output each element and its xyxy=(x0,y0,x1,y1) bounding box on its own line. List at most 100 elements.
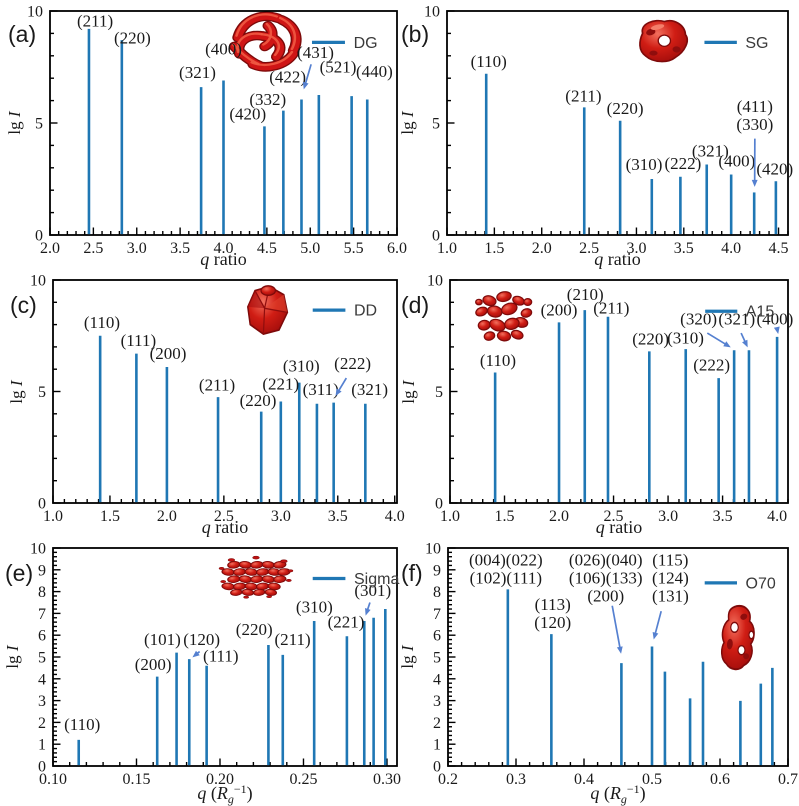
inset-shape xyxy=(243,595,249,599)
y-tick-label: 10 xyxy=(427,273,443,290)
structure-inset-dd xyxy=(247,285,289,336)
inset-shape xyxy=(266,595,272,599)
y-tick-label: 4 xyxy=(38,671,46,688)
panel-letter: (b) xyxy=(401,21,429,47)
peak-label: (332) xyxy=(249,90,286,109)
y-tick-label: 7 xyxy=(433,606,441,623)
x-tick-label: 4.5 xyxy=(769,240,789,257)
inset-shape xyxy=(743,653,750,660)
bars xyxy=(506,589,774,766)
bars xyxy=(98,335,367,503)
x-tick-label: 2.5 xyxy=(604,508,624,525)
peak-label: (400) xyxy=(757,310,794,329)
peak-label: (400) xyxy=(205,40,242,59)
peak-label: (124) xyxy=(652,568,689,587)
legend: Sigma xyxy=(312,571,399,588)
bars xyxy=(484,73,778,235)
annotation-arrowhead xyxy=(302,81,309,90)
inset-shape xyxy=(475,298,483,306)
x-tick-label: 4.0 xyxy=(721,240,741,257)
peak-label: (120) xyxy=(183,630,220,649)
peak-label: (110) xyxy=(64,715,100,734)
peak-label: (310) xyxy=(296,597,333,616)
structure-inset-a15 xyxy=(475,291,533,342)
inset-shape xyxy=(740,613,748,620)
peak-label: (200) xyxy=(135,655,172,674)
inset-shape xyxy=(475,306,488,317)
x-tick-label: 2.0 xyxy=(157,508,177,525)
structure-inset-dg xyxy=(228,11,302,72)
y-tick-label: 5 xyxy=(38,650,46,667)
x-tick-label: 2.5 xyxy=(579,240,599,257)
y-tick-label: 1 xyxy=(433,737,441,754)
legend-label: SG xyxy=(745,35,768,52)
peak-label: (221) xyxy=(328,613,365,632)
x-tick-label: 4.5 xyxy=(257,240,277,257)
y-tick-label: 2 xyxy=(433,715,441,732)
peak-label: (106)(133) xyxy=(569,568,643,587)
y-tick-label: 5 xyxy=(432,116,440,133)
inset-shape xyxy=(247,290,265,309)
inset-shape xyxy=(510,329,524,340)
x-tick-label: 0.6 xyxy=(710,771,730,788)
peak-label: (200) xyxy=(150,344,187,363)
x-tick-label: 3.0 xyxy=(271,508,291,525)
peak-label: (420) xyxy=(756,160,793,179)
y-axis-title: lg I xyxy=(5,110,24,134)
peak-label: (330) xyxy=(736,115,773,134)
x-tick-label: 1.5 xyxy=(495,508,515,525)
x-axis-title: q ratio xyxy=(200,249,247,269)
x-tick-label: 1.0 xyxy=(43,508,63,525)
y-tick-label: 7 xyxy=(38,606,46,623)
peak-label: (211) xyxy=(77,12,113,31)
x-tick-label: 2.5 xyxy=(83,240,103,257)
inset-shape xyxy=(218,566,225,570)
inset-shape xyxy=(496,291,512,303)
y-tick-label: 2 xyxy=(38,715,46,732)
y-axis-title: lg I xyxy=(399,379,418,403)
peak-label: (321) xyxy=(718,310,755,329)
annotation-arrowhead xyxy=(742,339,748,348)
y-tick-label: 0 xyxy=(435,496,443,513)
x-tick-label: 0.4 xyxy=(574,771,594,788)
legend: A15 xyxy=(705,304,774,321)
inset-shape xyxy=(672,46,681,53)
peak-label: (211) xyxy=(275,630,311,649)
x-tick-label: 6.0 xyxy=(387,240,407,257)
structure-inset-o70 xyxy=(721,604,755,671)
peak-label: (400) xyxy=(718,152,755,171)
inset-shape xyxy=(260,285,277,297)
inset-shape xyxy=(262,22,273,46)
x-tick-label: 3.5 xyxy=(170,240,190,257)
y-tick-label: 0 xyxy=(433,759,441,776)
legend-label: O70 xyxy=(746,575,776,592)
x-tick-label: 4.0 xyxy=(214,240,234,257)
y-tick-label: 10 xyxy=(425,541,441,558)
legend-label: DG xyxy=(354,35,378,52)
peak-label: (440) xyxy=(356,62,393,81)
peak-label: (200) xyxy=(541,301,578,320)
structure-inset-sg xyxy=(639,19,689,63)
peak-label: (320) xyxy=(680,310,717,329)
inset-shape xyxy=(220,580,226,584)
inset-shape xyxy=(500,302,518,316)
peak-label: (110) xyxy=(480,351,516,370)
peak-label: (220) xyxy=(236,620,273,639)
y-tick-label: 3 xyxy=(38,693,46,710)
inset-shape xyxy=(489,318,506,332)
y-tick-label: 5 xyxy=(35,116,43,133)
inset-shape xyxy=(278,16,297,51)
legend: DG xyxy=(311,35,378,52)
x-axis-title: q (Rg−1) xyxy=(590,782,645,806)
x-tick-label: 4.0 xyxy=(767,508,787,525)
inset-shape xyxy=(737,644,746,656)
peak-label: (221) xyxy=(262,374,299,393)
x-tick-label: 3.5 xyxy=(713,508,733,525)
annotation-arrowhead xyxy=(751,179,758,187)
legend-label: DD xyxy=(354,303,377,320)
y-tick-label: 0 xyxy=(38,759,46,776)
peak-label: (211) xyxy=(199,375,235,394)
panel-f: 0.2 0.3 0.4 0.5 0.6 0.7 0 1 2 3 4 5 6 7 8 9 10 (004)(022)… xyxy=(398,541,798,806)
peak-label: (301) xyxy=(354,581,391,600)
